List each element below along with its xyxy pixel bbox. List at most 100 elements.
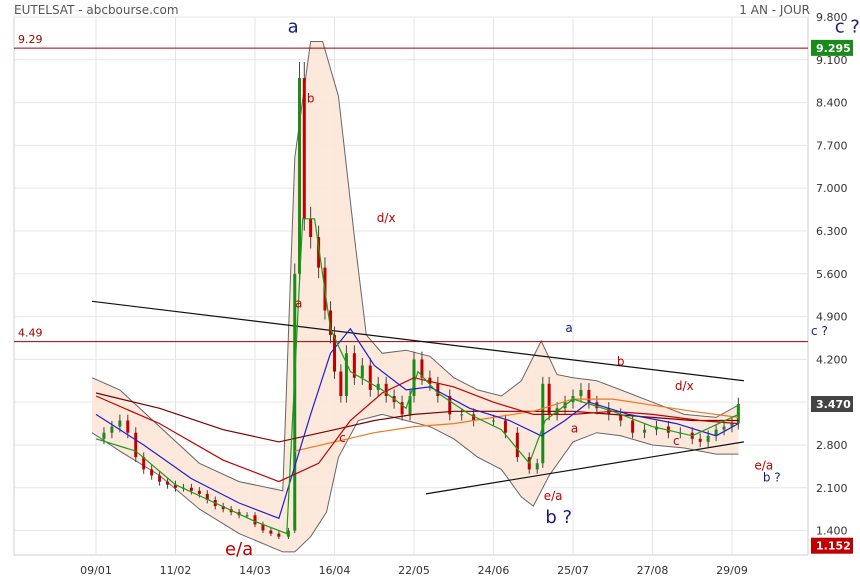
y-tick-label: 4.200 <box>816 353 848 366</box>
ma20-line <box>95 327 739 520</box>
candle-body <box>309 218 313 238</box>
candle-body <box>142 457 146 470</box>
candle-body <box>150 469 154 476</box>
x-tick-label: 27/08 <box>637 564 669 577</box>
candle-body <box>698 438 702 442</box>
wave-annotation: b <box>617 354 625 368</box>
candle-body <box>420 359 424 378</box>
wave-annotation: a <box>571 422 578 436</box>
candle-body <box>126 420 130 433</box>
candle-body <box>166 481 170 485</box>
candle-body <box>643 429 647 433</box>
bollinger-upper-line <box>91 41 739 492</box>
y-tick-label: 5.600 <box>816 268 848 281</box>
y-tick-label: 8.400 <box>816 97 848 110</box>
y-tick-label: 1.400 <box>816 525 848 538</box>
trend-line <box>91 300 744 382</box>
y-tick-label: 2.800 <box>816 439 848 452</box>
candle-body <box>736 403 740 424</box>
candle-body <box>197 490 201 494</box>
y-tick-label: 2.100 <box>816 482 848 495</box>
candle-body <box>579 389 583 397</box>
candle-body <box>261 524 265 531</box>
price-badge <box>811 39 853 56</box>
candle-body <box>134 432 138 458</box>
candle-body <box>547 383 551 415</box>
y-tick-label: 4.900 <box>816 311 848 324</box>
candle-body <box>333 334 336 372</box>
candle-body <box>158 475 162 482</box>
candle-body <box>344 353 348 397</box>
candle-body <box>730 423 734 427</box>
candle-body <box>492 420 495 422</box>
price-badge <box>811 395 853 412</box>
candle-body <box>110 426 114 433</box>
wave-annotation: a <box>288 16 299 37</box>
wave-annotation: e/a <box>544 489 563 503</box>
candle-body <box>448 396 452 415</box>
y-tick-label: 9.100 <box>816 54 848 67</box>
price-badge-label: 1.152 <box>816 540 851 553</box>
candle-body <box>722 426 726 430</box>
x-tick-label: 29/09 <box>716 564 748 577</box>
chart-title: EUTELSAT - abcbourse.com <box>14 3 179 17</box>
wave-annotation: b <box>307 92 315 106</box>
candle-body <box>205 493 209 500</box>
candle-body <box>118 420 122 427</box>
wave-annotation: d/x <box>675 379 694 393</box>
candle-body <box>245 515 249 517</box>
ma50-line <box>95 377 739 483</box>
candle-body <box>654 426 658 430</box>
x-tick-label: 16/04 <box>319 564 351 577</box>
candle-body <box>360 365 364 378</box>
reference-label: 4.49 <box>18 327 43 340</box>
candle-body <box>460 414 464 416</box>
wave-annotation: b ? <box>763 471 781 485</box>
candle-body <box>329 310 333 335</box>
candle-body <box>472 414 476 421</box>
ma100-line <box>294 398 739 452</box>
candle-body <box>436 383 440 397</box>
wave-annotation: c <box>339 431 346 445</box>
wave-annotation: a <box>295 296 302 310</box>
price-badge-label: 3.470 <box>816 398 851 411</box>
price-badge-label: 9.295 <box>816 42 851 55</box>
wave-annotation: c <box>673 434 680 448</box>
wave-annotation: e/a <box>754 458 773 472</box>
candle-body <box>408 396 412 415</box>
bollinger-lower-line <box>91 413 739 553</box>
candle-body <box>619 414 623 421</box>
candle-body <box>293 273 297 531</box>
ma7-line <box>95 218 739 535</box>
x-tick-label: 14/03 <box>239 564 271 577</box>
x-tick-label: 11/02 <box>160 564 192 577</box>
wave-annotation: e/a <box>225 539 253 560</box>
period-label[interactable]: 1 AN - JOUR <box>739 3 810 17</box>
candle-body <box>253 515 257 525</box>
candle-body <box>541 383 545 464</box>
candle-body <box>221 506 225 510</box>
candle-body <box>368 365 372 390</box>
wave-annotation: c ? <box>811 324 828 338</box>
candle-body <box>714 429 718 436</box>
candle-body <box>189 487 193 491</box>
candle-body <box>298 78 302 274</box>
candle-body <box>706 435 710 442</box>
candle-body <box>269 530 273 534</box>
trend-line <box>425 441 745 495</box>
candle-body <box>174 484 177 488</box>
candle-body <box>339 371 343 397</box>
candle-body <box>286 530 290 537</box>
candle-body <box>384 383 388 397</box>
y-tick-label: 7.700 <box>816 139 848 152</box>
reference-label: 9.29 <box>18 33 43 46</box>
candle-body <box>631 420 635 433</box>
wave-annotation: c ? <box>835 16 860 37</box>
candle-body <box>376 383 380 390</box>
wave-annotation: a <box>565 321 572 335</box>
candle-body <box>587 389 591 403</box>
bollinger-band-fill <box>92 41 739 552</box>
candle-body <box>515 432 519 458</box>
candle-body <box>317 237 321 268</box>
